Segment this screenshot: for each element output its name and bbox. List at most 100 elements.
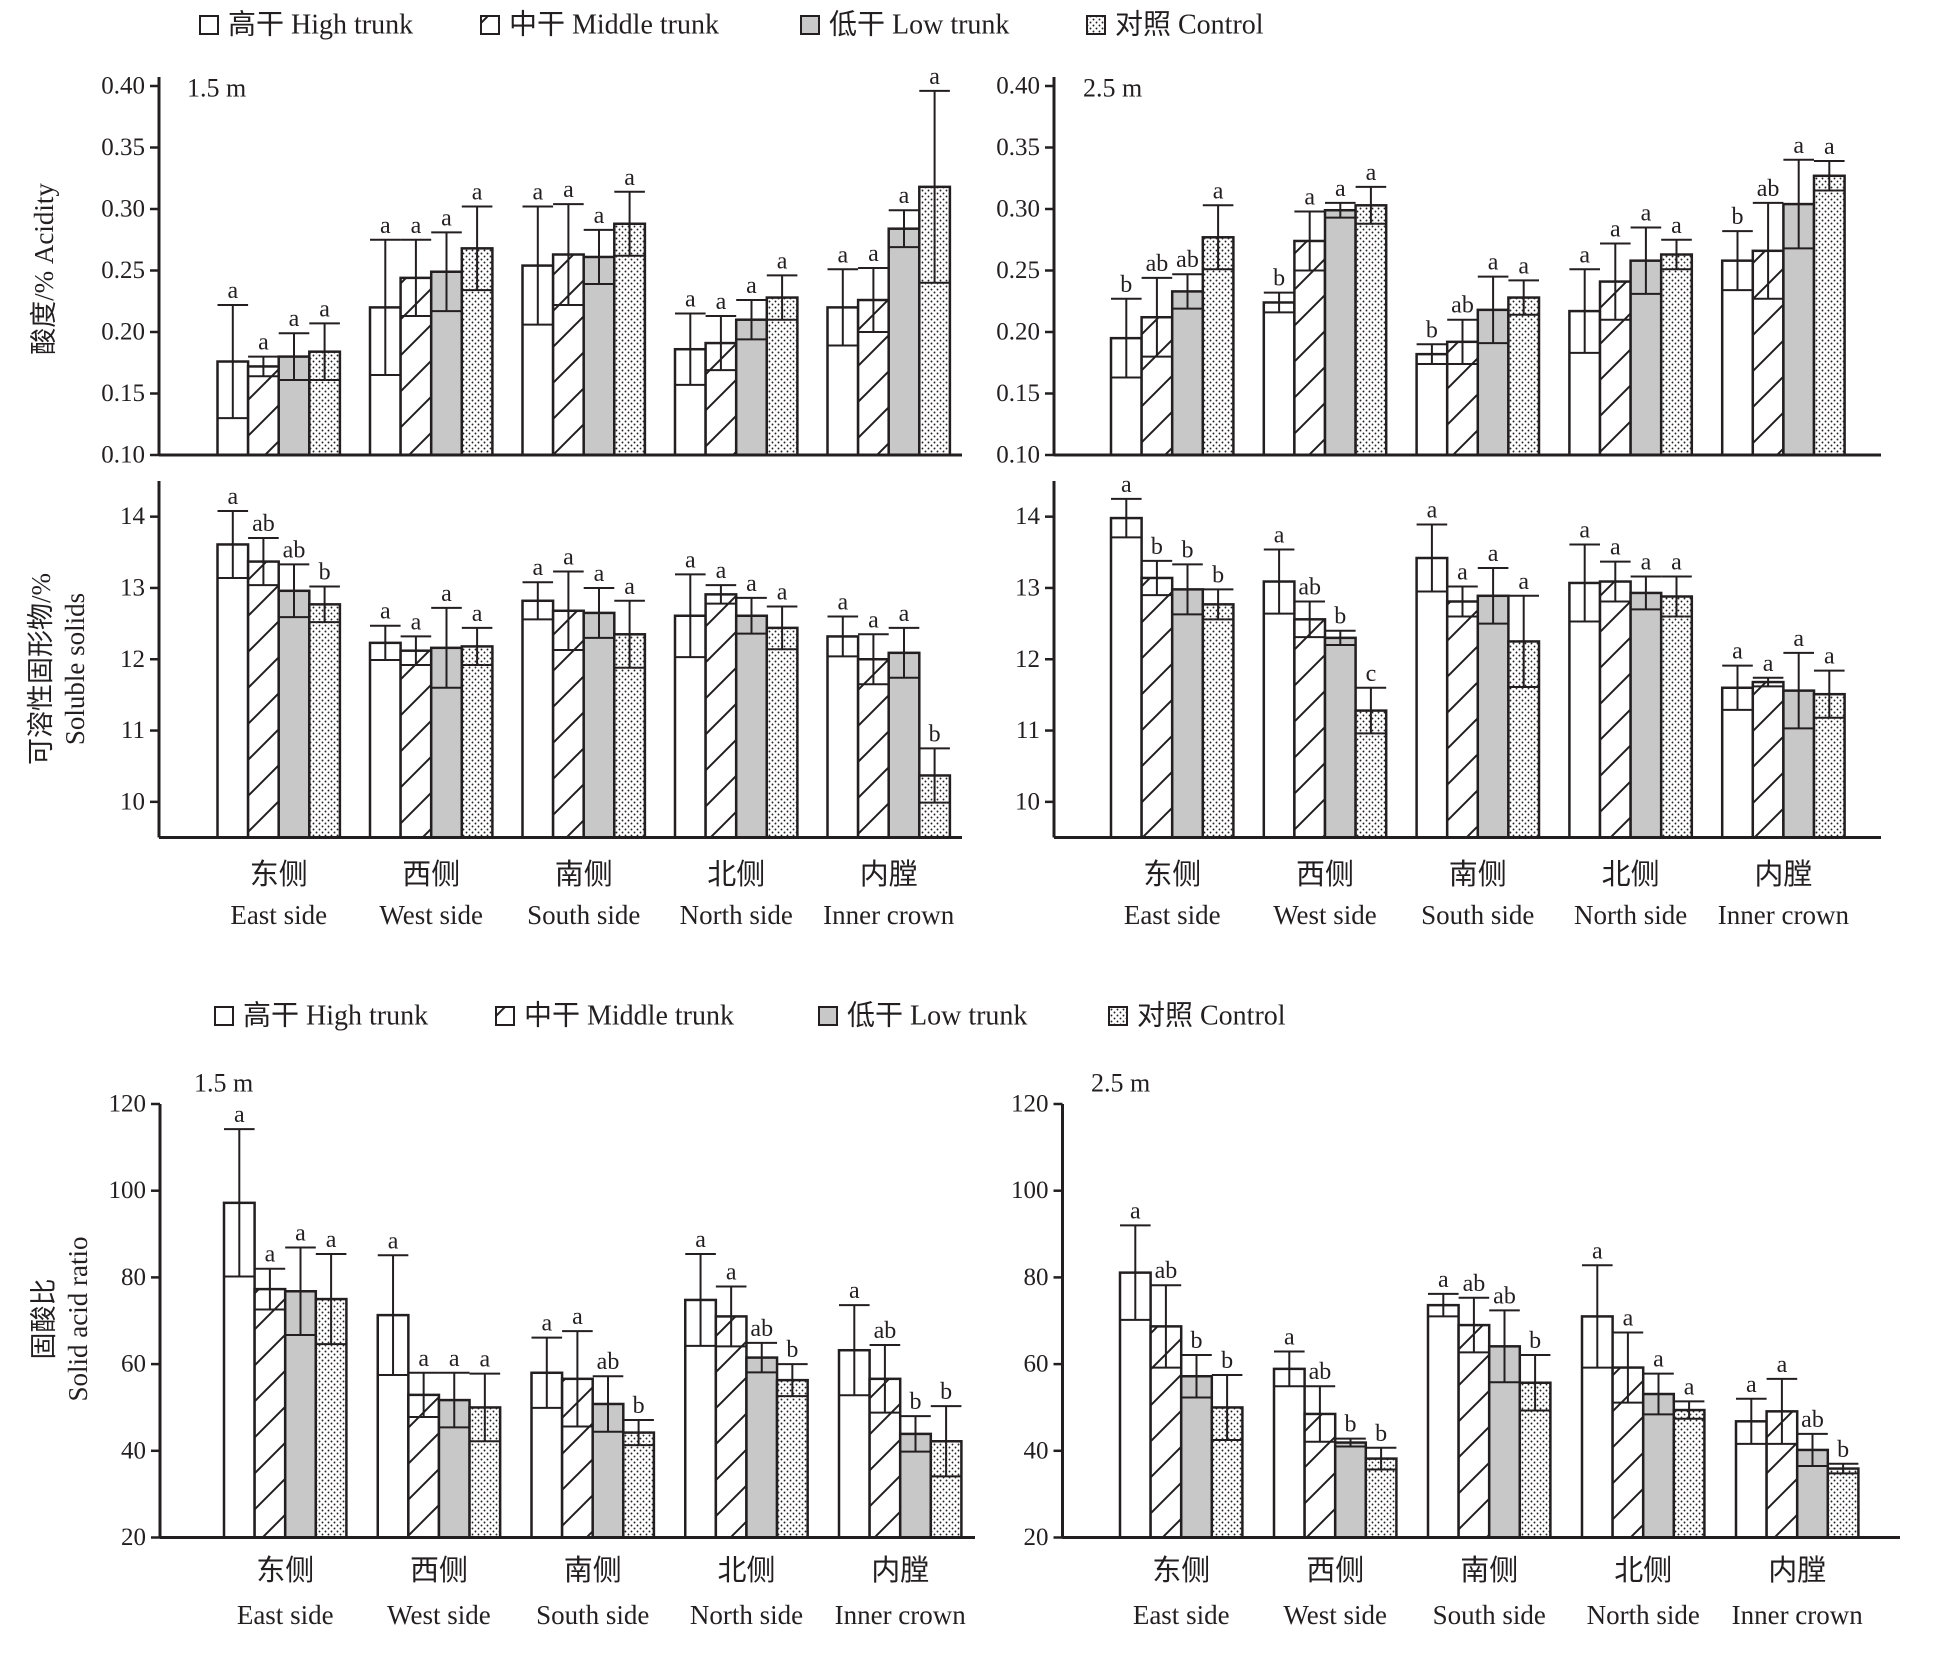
significance-letter: a	[716, 289, 727, 315]
x-category-label-zh: 东侧	[1152, 1554, 1210, 1587]
bar	[582, 611, 616, 839]
error-bar	[278, 332, 310, 381]
significance-letter: b	[929, 721, 941, 747]
bar	[277, 589, 311, 839]
x-category-label-zh: 内膛	[1754, 858, 1812, 891]
error-bar	[438, 1371, 470, 1429]
error-bar	[1827, 1462, 1859, 1475]
error-bar	[1365, 1446, 1397, 1471]
error-bar	[370, 624, 401, 661]
significance-letter: b	[1334, 604, 1346, 630]
significance-letter: a	[1641, 200, 1652, 226]
error-bar	[1814, 160, 1845, 192]
legend-label: 低干 Low trunk	[847, 1000, 1027, 1032]
significance-letter: a	[726, 1260, 737, 1286]
significance-letter: a	[1824, 134, 1835, 160]
error-bar	[1141, 559, 1173, 597]
x-category-label-zh: 西侧	[410, 1554, 468, 1587]
error-bar	[900, 1415, 931, 1453]
bar	[714, 1315, 748, 1539]
bar	[1140, 576, 1174, 839]
error-bar	[1150, 1284, 1182, 1369]
error-bar	[1263, 548, 1295, 615]
error-bar	[583, 228, 615, 286]
bar	[1476, 594, 1510, 839]
panel-label: 1.5 m	[194, 1069, 253, 1098]
significance-letter: a	[1518, 253, 1529, 279]
bar	[765, 626, 799, 839]
y-tick-label: 10	[1015, 788, 1040, 815]
significance-letter: b	[1182, 537, 1194, 563]
significance-letter: a	[594, 561, 605, 587]
error-bar	[400, 238, 432, 318]
significance-letter: b	[786, 1337, 798, 1363]
significance-letter: a	[1777, 1352, 1788, 1378]
legend-2: 高干 High trunk 中干 Middle trunk 低干 Low trunk…	[214, 1000, 1286, 1032]
significance-letter: a	[899, 601, 910, 627]
significance-letter: a	[319, 296, 330, 322]
error-bar	[869, 1344, 901, 1414]
error-bar	[583, 586, 615, 639]
error-bar	[1355, 185, 1387, 225]
x-category-label-en: East side	[230, 900, 327, 930]
significance-letter: a	[1653, 1347, 1664, 1373]
legend-label: 中干 Middle trunk	[509, 9, 719, 41]
x-category-label-zh: 南侧	[555, 858, 613, 891]
significance-letter: a	[777, 579, 788, 605]
error-bar	[1766, 1377, 1798, 1445]
error-bar	[1111, 297, 1142, 379]
error-bar	[1172, 563, 1203, 616]
significance-letter: a	[472, 180, 483, 206]
error-bar	[461, 205, 493, 292]
significance-letter: b	[910, 1389, 922, 1415]
error-bar	[1447, 318, 1478, 365]
error-bar	[623, 1419, 654, 1447]
significance-letter: a	[1488, 541, 1499, 567]
significance-letter: b	[1273, 266, 1285, 292]
bar	[1751, 680, 1785, 839]
error-bar	[531, 1336, 563, 1409]
error-bar	[614, 599, 645, 669]
error-bar	[469, 1372, 501, 1443]
significance-letter: a	[624, 574, 635, 600]
x-category-label-zh: 内膛	[860, 858, 918, 891]
significance-letter: ab	[1801, 1407, 1824, 1433]
error-bar	[1630, 575, 1662, 611]
significance-letter: a	[563, 545, 574, 571]
significance-letter: a	[1427, 497, 1438, 523]
y-tick-label: 120	[109, 1091, 147, 1118]
significance-letter: a	[1793, 133, 1804, 159]
error-bar	[715, 1285, 747, 1348]
x-category-label-zh: 西侧	[1296, 858, 1354, 891]
significance-letter: a	[899, 183, 910, 209]
significance-letter: a	[1457, 560, 1468, 586]
significance-letter: a	[1610, 535, 1621, 561]
significance-letter: a	[1824, 644, 1835, 670]
x-category-label-zh: 内膛	[871, 1554, 929, 1587]
error-bar	[827, 615, 859, 658]
error-bar	[1447, 585, 1478, 618]
y-tick-label: 0.30	[996, 196, 1040, 223]
y-tick-label: 100	[109, 1177, 147, 1204]
bar	[1201, 236, 1235, 457]
error-bar	[1120, 1224, 1151, 1321]
x-category-label-en: North side	[1587, 1600, 1700, 1630]
significance-letter: a	[1284, 1325, 1295, 1351]
panel-label: 2.5 m	[1083, 74, 1142, 103]
x-category-label-zh: 北侧	[707, 858, 765, 891]
error-bar	[1643, 1372, 1674, 1416]
panel-label: 1.5 m	[187, 74, 246, 103]
bar	[1201, 603, 1235, 839]
bar	[1272, 1367, 1306, 1539]
error-bar	[254, 1267, 286, 1311]
bar	[1109, 516, 1143, 839]
legend-1: 高干 High trunk 中干 Middle trunk 低干 Low trunk…	[199, 9, 1264, 41]
error-bar	[1325, 201, 1356, 219]
y-tick-label: 10	[120, 788, 145, 815]
y-tick-label: 14	[1015, 503, 1041, 530]
error-bar	[522, 581, 554, 621]
significance-letter: a	[746, 273, 757, 299]
significance-letter: a	[258, 330, 269, 356]
legend-swatch	[1108, 1006, 1128, 1026]
chart-panel-6: aaaaaabababaabbabaabbbbab204060801001202…	[1011, 1069, 1900, 1630]
